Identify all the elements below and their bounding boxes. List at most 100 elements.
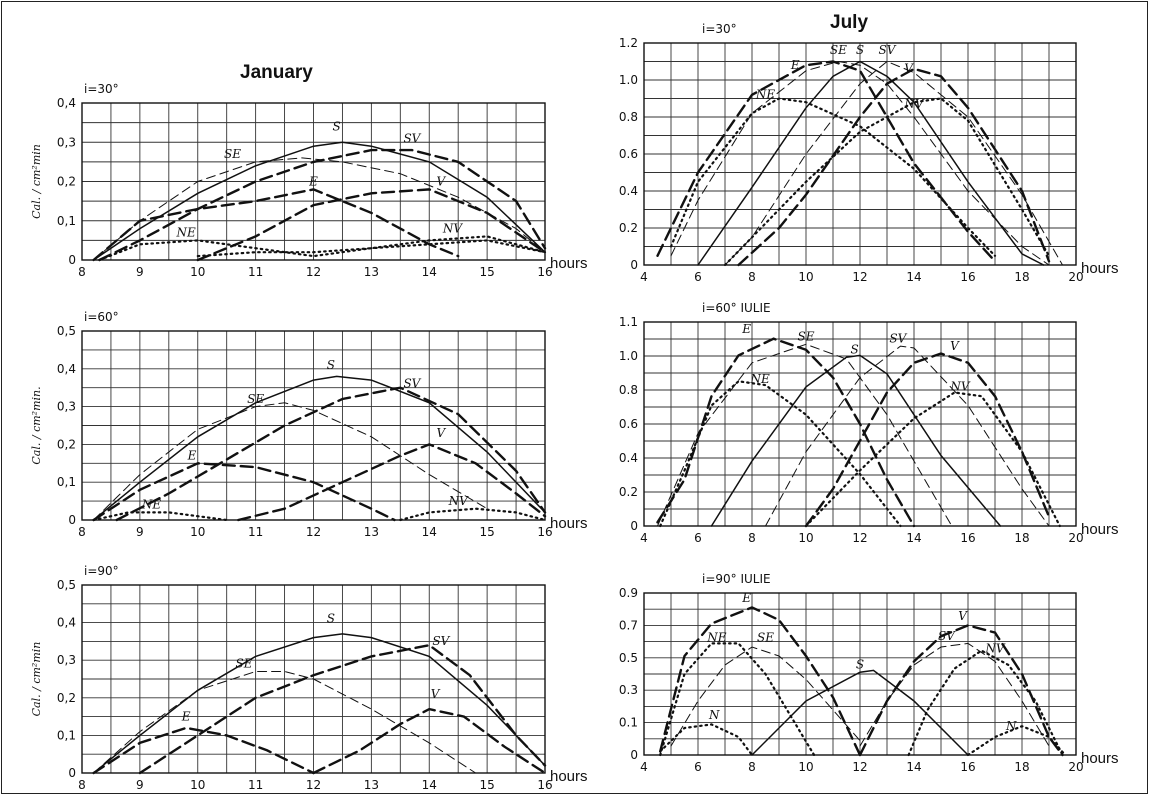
x-tick-label: 12 — [852, 531, 867, 545]
x-tick-label: 15 — [479, 525, 494, 539]
chart-4: 8 9 10 11 12 13 14 15 16 0 0,1 0,2 0,3 0,4 0,5 hours i=9… — [30, 564, 588, 792]
y-tick-label: 0.6 — [619, 417, 638, 431]
series-line-V — [196, 188, 547, 262]
y-tick-label: 0,5 — [57, 578, 76, 592]
x-tick-label: 8 — [748, 760, 756, 774]
y-axis-label: Cal. / cm²min — [30, 144, 43, 219]
series-line-NV — [804, 391, 1061, 528]
x-tick-label: 8 — [748, 531, 756, 545]
x-unit-label: hours — [550, 255, 588, 272]
x-tick-label: 11 — [248, 525, 263, 539]
series-label-SV: SV — [879, 43, 897, 57]
x-tick-label: 16 — [537, 525, 552, 539]
x-tick-label: 10 — [798, 531, 813, 545]
series-line-NE — [92, 511, 228, 522]
x-tick-label: 14 — [422, 778, 437, 792]
series-line-E — [656, 60, 997, 263]
y-tick-label: 0.2 — [619, 221, 638, 235]
y-tick-label: 0 — [68, 253, 76, 267]
series-label-S: S — [856, 658, 864, 672]
y-tick-label: 0.1 — [619, 716, 638, 730]
series-label-SV: SV — [403, 377, 421, 391]
x-tick-label: 15 — [479, 778, 494, 792]
month-label-july: July — [830, 12, 869, 33]
y-tick-label: 0.2 — [619, 485, 638, 499]
series-line-SE — [93, 402, 488, 521]
x-tick-label: 16 — [960, 270, 975, 284]
y-tick-label: 1.0 — [619, 73, 638, 87]
series-line-SV — [765, 345, 1050, 527]
y-tick-label: 0,2 — [57, 691, 76, 705]
x-tick-label: 9 — [136, 265, 144, 279]
month-label-january: January — [240, 62, 313, 83]
x-tick-label: 12 — [852, 760, 867, 774]
x-tick-label: 4 — [640, 760, 648, 774]
series-label-NV: NV — [903, 97, 925, 111]
x-tick-label: 8 — [748, 270, 756, 284]
panel-title: i=60° — [84, 310, 119, 324]
y-tick-label: 0.5 — [619, 651, 638, 665]
series-line-SV — [859, 642, 1050, 747]
series-label-SE: SE — [236, 657, 253, 671]
x-tick-label: 16 — [537, 265, 552, 279]
series-label-SV: SV — [403, 131, 421, 145]
x-tick-label: 9 — [136, 525, 144, 539]
chart-5: 4 6 8 10 12 14 16 18 20 0 0.1 0.3 0.5 0.7 0.9 hours i=90… — [619, 572, 1119, 774]
series-label-S: S — [850, 343, 858, 357]
x-tick-label: 9 — [136, 778, 144, 792]
x-tick-label: 6 — [694, 531, 702, 545]
y-tick-label: 0,3 — [57, 653, 76, 667]
series-line-NE — [659, 642, 816, 757]
chart-3: 4 6 8 10 12 14 16 18 20 0 0.2 0.4 0.6 0.8 1.0 1.1 hours i… — [619, 301, 1119, 545]
x-tick-label: 20 — [1068, 270, 1083, 284]
x-tick-label: 6 — [694, 270, 702, 284]
x-tick-label: 8 — [78, 525, 86, 539]
y-tick-label: 0,2 — [57, 175, 76, 189]
x-tick-label: 8 — [78, 265, 86, 279]
x-tick-label: 10 — [190, 778, 205, 792]
series-line-S — [92, 375, 546, 521]
series-line-SV — [98, 148, 547, 262]
y-tick-label: 0.7 — [619, 618, 638, 632]
chart-1: 4 6 8 10 12 14 16 18 20 0 0.2 0.4 0.6 0.8 1.0 1.2 hours i… — [619, 22, 1119, 284]
panel-title: i=60° IULIE — [702, 301, 771, 315]
y-tick-label: 0,3 — [57, 135, 76, 149]
plot-frame — [643, 321, 1077, 527]
plot-frame — [643, 42, 1077, 266]
series-label-SV: SV — [938, 629, 956, 643]
y-axis-label: Cal. / cm²min — [30, 642, 43, 717]
series-label-S: S — [327, 358, 335, 372]
series-label-V: V — [950, 339, 960, 353]
series-label-NE: NE — [706, 631, 727, 645]
series-label-NE: NE — [176, 225, 197, 239]
y-tick-label: 0 — [630, 748, 638, 762]
series-line-S — [751, 669, 969, 756]
series-label-V: V — [904, 62, 914, 76]
series-label-V: V — [436, 174, 446, 188]
series-label-NV: NV — [442, 222, 464, 236]
panel-title: i=30° — [84, 82, 119, 96]
x-tick-label: 4 — [640, 270, 648, 284]
x-tick-label: 14 — [906, 760, 921, 774]
x-tick-label: 13 — [364, 778, 379, 792]
y-tick-label: 0.4 — [619, 184, 638, 198]
series-line-SE — [670, 60, 1050, 266]
x-tick-label: 6 — [694, 760, 702, 774]
series-label-NE: NE — [749, 372, 770, 386]
panel-title: i=90° IULIE — [702, 572, 771, 586]
y-tick-label: 1.2 — [619, 36, 638, 50]
y-tick-label: 0.6 — [619, 147, 638, 161]
series-line-S — [697, 60, 1045, 266]
series-label-V: V — [436, 426, 446, 440]
y-tick-label: 0,2 — [57, 437, 76, 451]
series-line-S — [92, 633, 546, 774]
x-tick-label: 14 — [422, 265, 437, 279]
y-tick-label: 0.9 — [619, 586, 638, 600]
x-tick-label: 4 — [640, 531, 648, 545]
y-tick-label: 0,4 — [57, 362, 76, 376]
y-tick-label: 0 — [630, 519, 638, 533]
x-unit-label: hours — [550, 515, 588, 532]
x-tick-label: 20 — [1068, 531, 1083, 545]
y-tick-label: 0.3 — [619, 683, 638, 697]
series-label-NV: NV — [949, 380, 971, 394]
